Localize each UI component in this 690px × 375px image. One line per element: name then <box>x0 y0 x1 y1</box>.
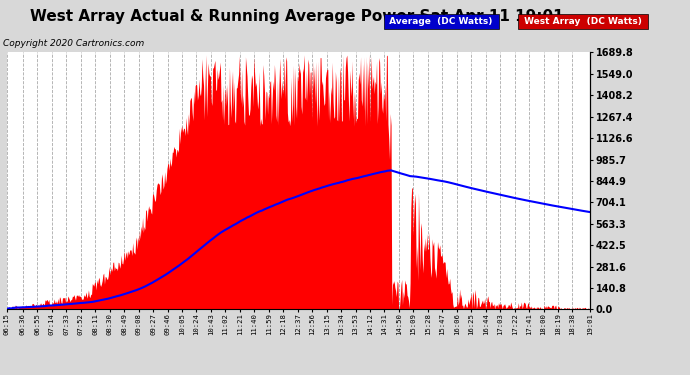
Text: Copyright 2020 Cartronics.com: Copyright 2020 Cartronics.com <box>3 39 145 48</box>
Text: West Array Actual & Running Average Power Sat Apr 11 19:01: West Array Actual & Running Average Powe… <box>30 9 564 24</box>
Text: Average  (DC Watts): Average (DC Watts) <box>386 17 496 26</box>
Text: West Array  (DC Watts): West Array (DC Watts) <box>521 17 645 26</box>
